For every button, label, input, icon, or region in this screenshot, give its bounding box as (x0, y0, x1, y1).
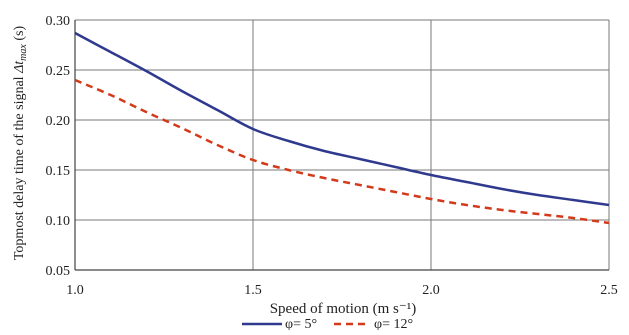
legend-label-series-1: φ= 5° (285, 317, 317, 330)
x-tick-label: 1.0 (66, 283, 84, 298)
y-axis-label-unit: (s) (12, 26, 27, 45)
y-tick-label: 0.10 (46, 214, 71, 229)
x-tick-label: 2.0 (422, 283, 440, 298)
y-axis-label: Topmost delay time of the signal Δtmax (… (12, 26, 29, 261)
y-tick-label: 0.05 (46, 264, 71, 279)
x-tick-label: 2.5 (600, 283, 618, 298)
legend-label-series-2: φ= 12° (374, 317, 413, 330)
axes (74, 20, 609, 271)
grid (75, 19, 610, 270)
x-axis-label: Speed of motion (m s⁻¹) (270, 301, 417, 317)
y-tick-label: 0.20 (46, 114, 71, 129)
series-lines (74, 31, 610, 225)
legend: φ= 5° φ= 12° (242, 317, 413, 332)
tick-labels: 0.05 0.10 0.15 0.20 0.25 0.30 1.0 1.5 2.0 2.5 (46, 14, 618, 298)
y-tick-label: 0.30 (46, 14, 71, 29)
x-tick-label: 1.5 (244, 283, 262, 298)
series-line-2 (74, 78, 610, 225)
y-axis-label-symbol: Δt (12, 60, 27, 74)
series-line-1 (74, 31, 610, 207)
y-axis-label-text: Topmost delay time of the signal (12, 73, 27, 260)
y-tick-label: 0.25 (46, 64, 71, 79)
y-axis-label-subscript: max (18, 44, 29, 61)
y-tick-label: 0.15 (46, 164, 71, 179)
